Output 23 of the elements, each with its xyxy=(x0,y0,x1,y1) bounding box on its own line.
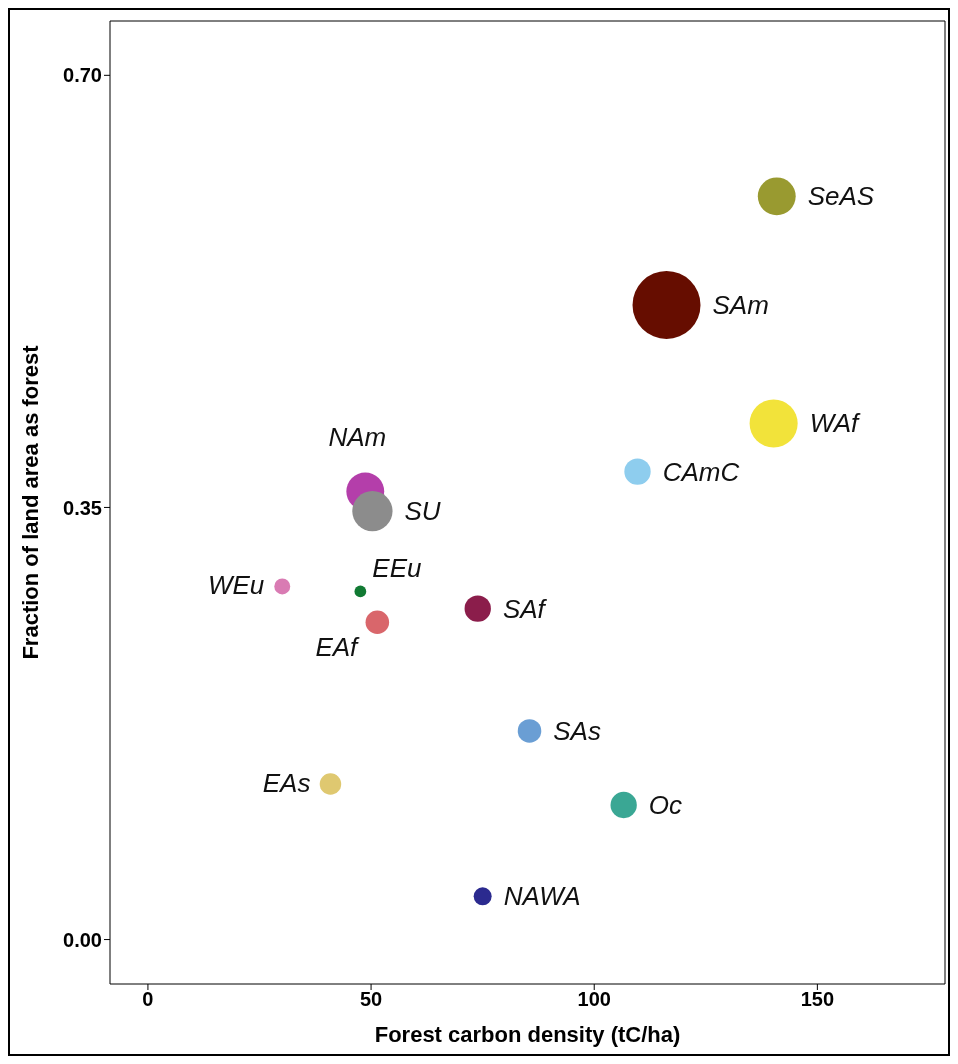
series-label: SAs xyxy=(553,715,601,746)
series-label: NAm xyxy=(328,422,387,453)
series-label: EEu xyxy=(372,553,422,584)
series-label: SU xyxy=(404,496,441,527)
y-tick-label: 0.70 xyxy=(63,64,102,87)
series-label: WAf xyxy=(809,408,862,439)
series-label: EAs xyxy=(262,767,311,798)
x-tick-label: 150 xyxy=(800,988,835,1011)
x-tick-label: 0 xyxy=(142,988,154,1011)
series-label: EAf xyxy=(315,632,361,663)
series-label: CAmC xyxy=(662,456,740,487)
y-axis-title: Fraction of land area as forest xyxy=(17,344,43,660)
x-tick-label: 50 xyxy=(359,988,383,1011)
series-label: Oc xyxy=(648,789,683,820)
series-label: SAm xyxy=(712,289,769,320)
series-label: WEu xyxy=(207,570,265,601)
series-label: SeAS xyxy=(807,181,875,212)
y-tick-label: 0.35 xyxy=(63,496,102,519)
series-label: SAf xyxy=(502,593,548,624)
y-tick-label: 0.00 xyxy=(63,928,102,951)
series-label: NAWA xyxy=(503,881,581,912)
x-tick-label: 100 xyxy=(577,988,611,1011)
x-axis-title: Forest carbon density (tC/ha) xyxy=(374,1022,681,1047)
